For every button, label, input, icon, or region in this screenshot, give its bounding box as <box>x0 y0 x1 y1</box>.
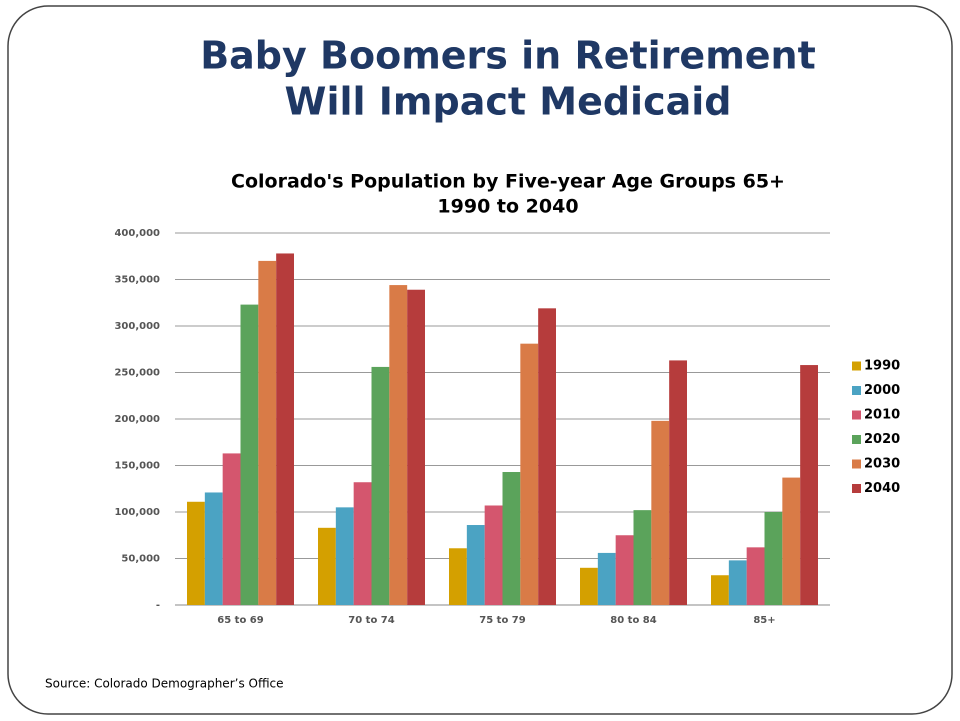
y-tick-label: 100,000 <box>114 507 160 518</box>
legend-swatch <box>852 386 861 395</box>
bar <box>597 552 616 605</box>
bar <box>711 575 729 605</box>
bar <box>520 343 539 605</box>
legend-swatch <box>852 484 861 493</box>
bar <box>669 360 687 605</box>
bar <box>782 477 801 605</box>
legend-swatch <box>852 459 861 469</box>
legend-label: 2030 <box>864 457 900 472</box>
bar <box>466 525 485 605</box>
chart-title: Colorado's Population by Five-year Age G… <box>231 171 785 193</box>
bar <box>800 365 818 605</box>
legend-label: 2020 <box>864 432 900 447</box>
y-tick-label: - <box>156 600 160 611</box>
legend-label: 2010 <box>864 408 900 423</box>
bar <box>484 505 503 605</box>
bar <box>580 567 598 605</box>
slide-title: Baby Boomers in Retirement <box>200 34 816 78</box>
bar <box>728 560 747 605</box>
y-tick-label: 350,000 <box>114 275 160 286</box>
bar <box>353 482 372 605</box>
y-tick-label: 150,000 <box>114 461 160 472</box>
x-tick-label: 65 to 69 <box>217 615 263 626</box>
bar <box>764 512 783 605</box>
bar <box>633 510 652 605</box>
x-tick-label: 70 to 74 <box>348 615 394 626</box>
legend-label: 2000 <box>864 383 900 398</box>
x-tick-label: 85+ <box>753 615 775 626</box>
bar <box>222 453 241 605</box>
slide-title: Will Impact Medicaid <box>285 80 732 124</box>
bar <box>651 420 670 605</box>
bar <box>389 285 408 605</box>
legend-swatch <box>852 361 861 371</box>
chart-title: 1990 to 2040 <box>437 196 578 218</box>
bar <box>449 548 467 605</box>
bar <box>204 492 223 605</box>
legend-swatch <box>852 410 861 420</box>
y-tick-label: 400,000 <box>114 228 160 239</box>
bar <box>538 308 556 605</box>
bar <box>502 472 521 605</box>
legend-label: 1990 <box>864 359 900 374</box>
bar <box>371 366 390 605</box>
y-tick-label: 250,000 <box>114 368 160 379</box>
source-note: Source: Colorado Demographer’s Office <box>45 677 284 691</box>
x-tick-label: 80 to 84 <box>610 615 656 626</box>
bar <box>276 253 294 605</box>
bar <box>335 507 354 605</box>
bar <box>318 527 336 605</box>
x-tick-label: 75 to 79 <box>479 615 525 626</box>
bar <box>615 535 634 605</box>
bar <box>240 304 259 605</box>
bar <box>187 501 205 605</box>
y-tick-label: 200,000 <box>114 414 160 425</box>
bar <box>407 289 425 605</box>
legend-swatch <box>852 435 861 444</box>
y-tick-label: 50,000 <box>121 554 160 565</box>
bar <box>746 547 765 605</box>
bar <box>258 260 277 605</box>
y-tick-label: 300,000 <box>114 321 160 332</box>
legend-label: 2040 <box>864 481 900 496</box>
